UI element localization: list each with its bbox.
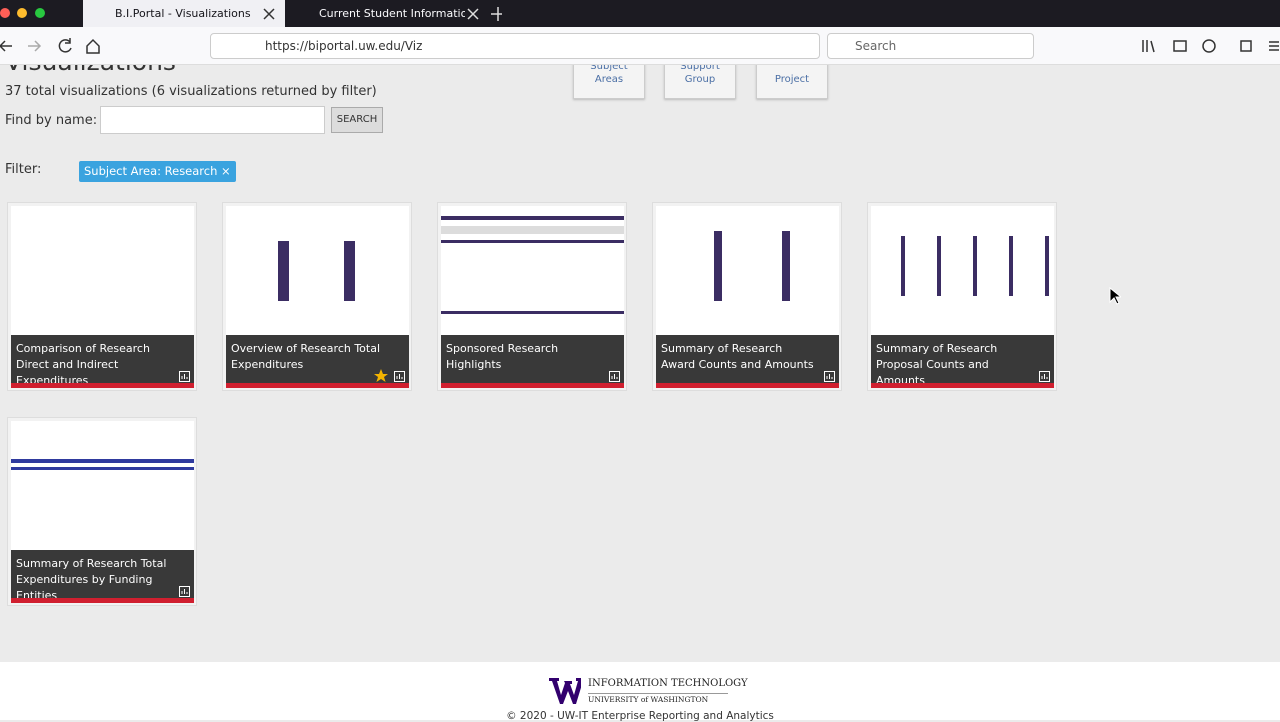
nav-tile[interactable]: Support Group <box>664 65 736 99</box>
footer: INFORMATION TECHNOLOGY UNIVERSITY of WAS… <box>0 662 1280 722</box>
nav-tile[interactable]: Subject Areas <box>573 65 645 99</box>
visualization-card[interactable]: Comparison of Research Direct and Indire… <box>7 202 197 391</box>
accent-bar <box>11 598 194 603</box>
visualization-card[interactable]: Sponsored Research Highlights <box>437 202 627 391</box>
chart-icon <box>1039 371 1050 382</box>
chart-icon <box>179 371 190 382</box>
search-box[interactable]: Search <box>827 33 1034 59</box>
logo-subtitle: UNIVERSITY of WASHINGTON <box>588 693 728 704</box>
chart-icon <box>179 586 190 597</box>
card-title[interactable]: Summary of Research Proposal Counts and … <box>871 335 1054 383</box>
accent-bar <box>871 383 1054 388</box>
filter-tag-text: Subject Area: Research <box>84 164 218 178</box>
card-title[interactable]: Summary of Research Award Counts and Amo… <box>656 335 839 383</box>
accent-bar <box>226 383 409 388</box>
name-input[interactable] <box>100 106 325 134</box>
chart-icon <box>394 371 405 382</box>
result-count: 37 total visualizations (6 visualization… <box>5 84 377 99</box>
window-controls[interactable] <box>0 7 50 21</box>
card-title[interactable]: Summary of Research Total Expenditures b… <box>11 550 194 598</box>
nav-buttons[interactable] <box>0 37 110 55</box>
filter-tag[interactable]: Subject Area: Research × <box>79 161 236 182</box>
favorite-star[interactable] <box>374 369 388 383</box>
find-label: Find by name: <box>5 113 98 128</box>
chart-icon <box>609 371 620 382</box>
search-button[interactable]: SEARCH <box>331 107 383 133</box>
visualization-card[interactable]: Summary of Research Award Counts and Amo… <box>652 202 842 391</box>
tab-icons <box>263 7 502 21</box>
toolbar-icons[interactable] <box>1140 38 1280 54</box>
mouse-cursor <box>1109 287 1121 305</box>
chart-icon <box>824 371 835 382</box>
accent-bar <box>441 383 624 388</box>
url-bar[interactable]: https://biportal.uw.edu/Viz <box>210 33 820 59</box>
filter-label: Filter: <box>5 162 42 177</box>
logo-title: INFORMATION TECHNOLOGY <box>588 678 748 689</box>
page-title: Visualizations <box>5 65 176 76</box>
filter-remove[interactable]: × <box>221 164 231 178</box>
nav-tile[interactable]: Project <box>756 65 828 99</box>
visualization-card[interactable]: Overview of Research Total Expenditures <box>222 202 412 391</box>
tab-bar: B.I.Portal - Visualizations Current Stud… <box>0 0 1280 27</box>
tab[interactable]: B.I.Portal - Visualizations <box>83 0 285 27</box>
visualization-card[interactable]: Summary of Research Proposal Counts and … <box>867 202 1057 391</box>
accent-bar <box>11 383 194 388</box>
toolbar: https://biportal.uw.edu/Viz Search <box>0 27 1280 65</box>
visualization-card[interactable]: Summary of Research Total Expenditures b… <box>7 417 197 606</box>
content: Visualizations 37 total visualizations (… <box>0 65 1280 662</box>
card-title[interactable]: Sponsored Research Highlights <box>441 335 624 383</box>
uw-logo <box>549 678 581 704</box>
accent-bar <box>656 383 839 388</box>
card-title[interactable]: Comparison of Research Direct and Indire… <box>11 335 194 383</box>
tab[interactable]: Current Student Information - <box>319 7 465 20</box>
copyright: © 2020 - UW-IT Enterprise Reporting and … <box>506 710 774 722</box>
